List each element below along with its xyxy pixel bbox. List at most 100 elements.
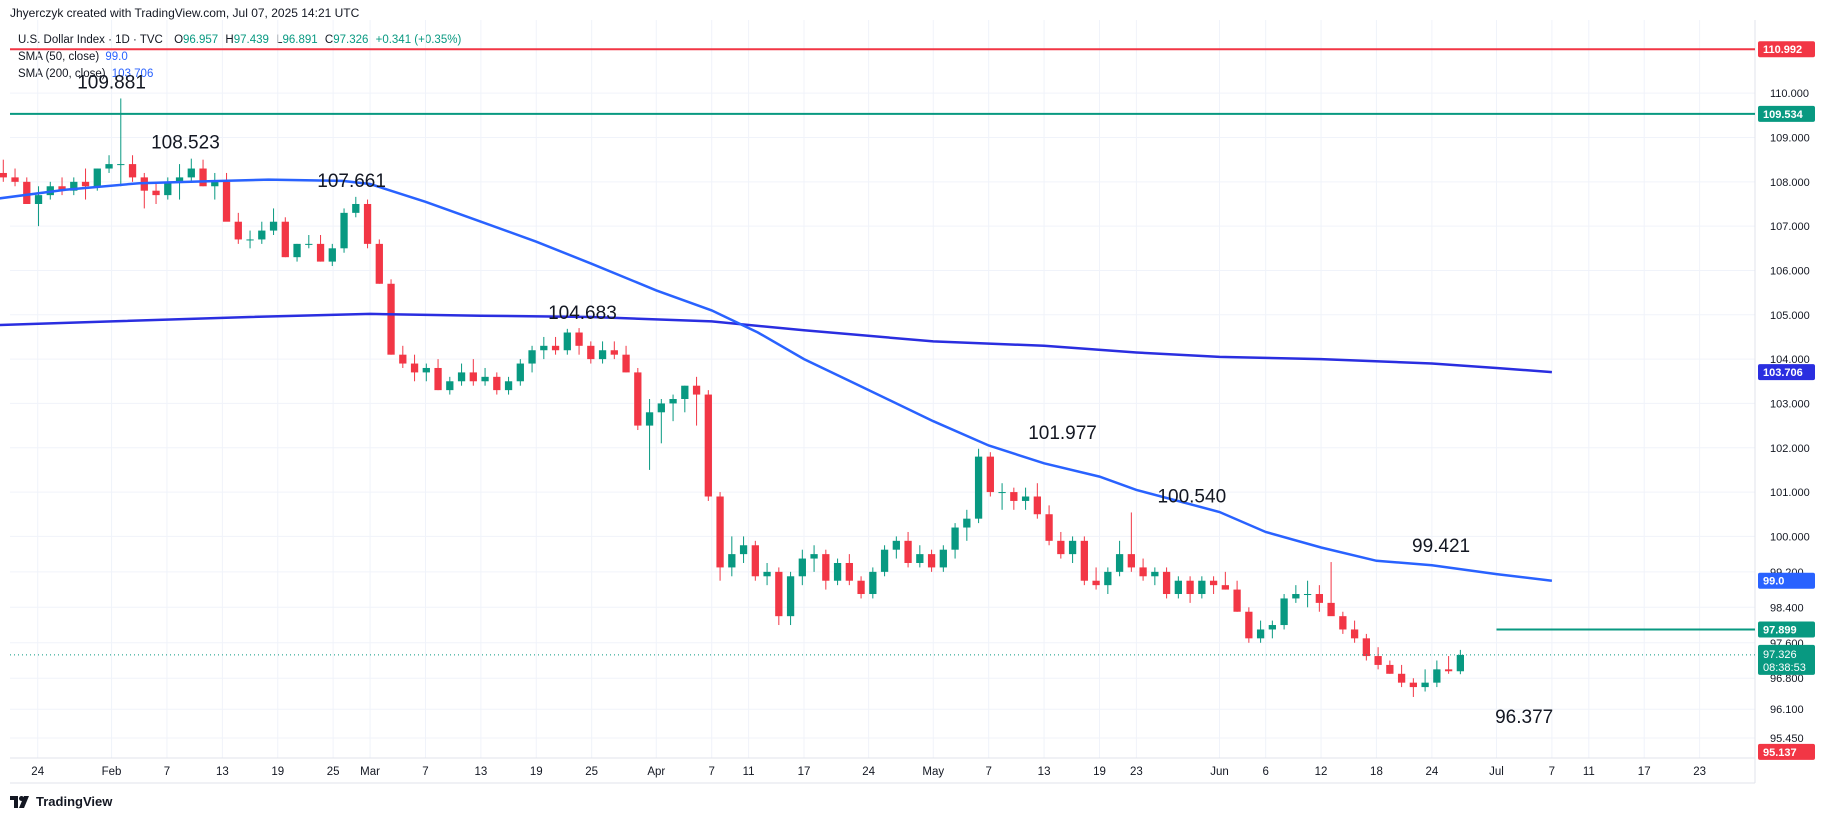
- candle-body[interactable]: [986, 456, 994, 493]
- candle-body[interactable]: [1209, 580, 1218, 586]
- candle-body[interactable]: [810, 554, 818, 559]
- candle-body[interactable]: [845, 562, 853, 581]
- candle-body[interactable]: [669, 399, 677, 404]
- candle-body[interactable]: [175, 177, 184, 182]
- candle-body[interactable]: [927, 554, 936, 568]
- candle-body[interactable]: [1233, 589, 1241, 612]
- candle-body[interactable]: [1151, 571, 1159, 577]
- candle-body[interactable]: [340, 212, 348, 249]
- candle-body[interactable]: [70, 181, 78, 191]
- candle-body[interactable]: [234, 221, 242, 240]
- candle-body[interactable]: [1303, 594, 1312, 596]
- candle-body[interactable]: [951, 527, 959, 550]
- candle-body[interactable]: [504, 381, 513, 391]
- candle-body[interactable]: [1033, 496, 1041, 515]
- candle-body[interactable]: [1104, 571, 1112, 586]
- candle-body[interactable]: [446, 381, 454, 391]
- candle-body[interactable]: [1339, 616, 1347, 630]
- candle-body[interactable]: [575, 332, 583, 346]
- candle-body[interactable]: [352, 203, 360, 213]
- candle-body[interactable]: [622, 354, 630, 373]
- candle-body[interactable]: [587, 345, 595, 360]
- candle-body[interactable]: [1374, 656, 1382, 665]
- candle-body[interactable]: [493, 376, 501, 391]
- candle-body[interactable]: [833, 562, 842, 581]
- candle-body[interactable]: [328, 248, 336, 262]
- candle-body[interactable]: [457, 372, 466, 382]
- candle-body[interactable]: [551, 345, 560, 351]
- candle-body[interactable]: [1198, 580, 1206, 595]
- candle-body[interactable]: [293, 243, 301, 258]
- candle-body[interactable]: [657, 403, 665, 413]
- candle-body[interactable]: [1350, 629, 1359, 639]
- candle-body[interactable]: [316, 243, 325, 262]
- candle-body[interactable]: [281, 221, 289, 258]
- candle-body[interactable]: [1115, 554, 1124, 572]
- candle-body[interactable]: [1162, 571, 1171, 595]
- candle-body[interactable]: [1080, 540, 1088, 581]
- candle-body[interactable]: [93, 168, 101, 187]
- candle-body[interactable]: [422, 367, 430, 373]
- candle-body[interactable]: [880, 549, 889, 572]
- candle-body[interactable]: [1092, 580, 1100, 586]
- candle-body[interactable]: [1433, 669, 1441, 683]
- candle-body[interactable]: [1397, 673, 1406, 683]
- candle-body[interactable]: [563, 332, 571, 351]
- candle-body[interactable]: [692, 385, 701, 395]
- candle-body[interactable]: [1292, 594, 1300, 599]
- candle-body[interactable]: [1327, 602, 1335, 617]
- candle-body[interactable]: [211, 181, 219, 187]
- candle-body[interactable]: [1268, 625, 1276, 630]
- candle-body[interactable]: [1280, 598, 1288, 626]
- candle-body[interactable]: [751, 545, 759, 577]
- candle-body[interactable]: [1444, 669, 1453, 672]
- candle-body[interactable]: [1362, 638, 1370, 657]
- candle-body[interactable]: [105, 164, 113, 169]
- candle-body[interactable]: [434, 367, 442, 391]
- candle-body[interactable]: [34, 195, 43, 204]
- candle-body[interactable]: [246, 239, 254, 241]
- candle-body[interactable]: [0, 172, 7, 178]
- candle-body[interactable]: [1021, 496, 1030, 501]
- candle-body[interactable]: [1421, 682, 1429, 688]
- candle-body[interactable]: [716, 496, 724, 568]
- sma50-legend[interactable]: SMA (50, close) 99.0: [18, 51, 128, 63]
- sma200-line[interactable]: [0, 312, 1552, 374]
- candle-body[interactable]: [998, 492, 1006, 494]
- candle-body[interactable]: [469, 372, 477, 382]
- candle-body[interactable]: [1221, 585, 1229, 590]
- candle-body[interactable]: [974, 456, 983, 519]
- candle-body[interactable]: [822, 554, 830, 581]
- candle-body[interactable]: [305, 243, 313, 245]
- candle-body[interactable]: [739, 545, 748, 555]
- candle-body[interactable]: [387, 283, 395, 355]
- candle-body[interactable]: [681, 385, 689, 399]
- sma50-line[interactable]: [0, 178, 1553, 582]
- candle-body[interactable]: [540, 345, 548, 351]
- candle-body[interactable]: [1057, 540, 1065, 555]
- candle-body[interactable]: [857, 580, 865, 595]
- candle-body[interactable]: [892, 540, 900, 550]
- candle-body[interactable]: [481, 376, 489, 382]
- candle-body[interactable]: [117, 164, 125, 166]
- candle-body[interactable]: [81, 181, 90, 187]
- sma200-legend[interactable]: SMA (200, close) 103.706: [18, 68, 153, 80]
- candle-body[interactable]: [399, 354, 407, 364]
- candle-body[interactable]: [634, 372, 642, 426]
- candle-body[interactable]: [410, 363, 419, 373]
- candle-body[interactable]: [11, 177, 19, 182]
- candle-body[interactable]: [869, 571, 877, 595]
- candle-body[interactable]: [786, 576, 795, 617]
- candle-body[interactable]: [1127, 554, 1135, 568]
- candle-body[interactable]: [1256, 629, 1265, 639]
- candle-body[interactable]: [775, 571, 783, 617]
- candle-body[interactable]: [1186, 580, 1194, 595]
- candle-body[interactable]: [610, 350, 618, 355]
- candle-body[interactable]: [1456, 654, 1465, 672]
- candle-body[interactable]: [763, 571, 771, 577]
- candle-body[interactable]: [199, 168, 207, 187]
- candle-body[interactable]: [1139, 567, 1147, 577]
- candle-body[interactable]: [1315, 594, 1323, 603]
